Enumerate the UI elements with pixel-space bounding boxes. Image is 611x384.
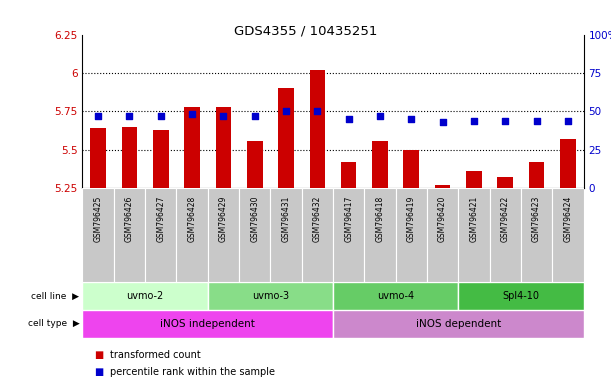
Text: percentile rank within the sample: percentile rank within the sample (110, 367, 275, 377)
Point (437, 119, 447, 125)
Point (187, 111, 197, 118)
Text: uvmo-2: uvmo-2 (126, 291, 164, 301)
Text: Spl4-10: Spl4-10 (502, 291, 540, 301)
Point (219, 113, 229, 119)
Text: GSM796430: GSM796430 (251, 196, 259, 242)
Point (500, 118, 510, 124)
Bar (270, 188, 302, 282)
Bar (529, 162, 544, 188)
Bar (489, 188, 521, 282)
Point (375, 113, 385, 119)
Point (563, 118, 573, 124)
Bar (333, 282, 458, 310)
Bar (333, 310, 584, 338)
Bar (458, 282, 584, 310)
Point (250, 113, 260, 119)
Bar (396, 188, 427, 282)
Point (125, 113, 134, 119)
Text: GSM796419: GSM796419 (407, 196, 415, 242)
Text: iNOS dependent: iNOS dependent (415, 319, 501, 329)
Bar (435, 185, 450, 188)
Text: GDS4355 / 10435251: GDS4355 / 10435251 (234, 25, 377, 38)
Text: GSM796417: GSM796417 (344, 196, 353, 242)
Bar (82, 282, 208, 310)
Point (344, 116, 354, 122)
Text: GSM796420: GSM796420 (438, 196, 447, 242)
Text: GSM796431: GSM796431 (282, 196, 290, 242)
Bar (145, 188, 177, 282)
Bar (466, 171, 481, 188)
Bar (216, 107, 231, 188)
Bar (208, 282, 333, 310)
Bar (427, 188, 458, 282)
Bar (310, 70, 325, 188)
Text: uvmo-4: uvmo-4 (377, 291, 414, 301)
Point (469, 118, 479, 124)
Text: GSM796423: GSM796423 (532, 196, 541, 242)
Point (93, 113, 103, 119)
Bar (497, 177, 513, 188)
Text: cell line  ▶: cell line ▶ (31, 291, 79, 301)
Bar (521, 188, 552, 282)
Text: cell type  ▶: cell type ▶ (27, 319, 79, 328)
Bar (208, 188, 239, 282)
Text: GSM796429: GSM796429 (219, 196, 228, 242)
Bar (185, 107, 200, 188)
Bar (560, 139, 576, 188)
Text: GSM796425: GSM796425 (93, 196, 103, 242)
Text: uvmo-3: uvmo-3 (252, 291, 289, 301)
Bar (122, 127, 137, 188)
Bar (153, 130, 169, 188)
Bar (278, 88, 294, 188)
Bar (114, 188, 145, 282)
Text: GSM796428: GSM796428 (188, 196, 197, 242)
Bar (552, 188, 584, 282)
Bar (247, 141, 263, 188)
Bar (82, 310, 333, 338)
Bar (372, 141, 388, 188)
Bar (341, 162, 356, 188)
Text: GSM796424: GSM796424 (563, 196, 573, 242)
Text: GSM796418: GSM796418 (376, 196, 384, 242)
Bar (364, 188, 396, 282)
Text: GSM796421: GSM796421 (469, 196, 478, 242)
Point (281, 108, 291, 114)
Bar (403, 150, 419, 188)
Bar (239, 188, 270, 282)
Text: GSM796432: GSM796432 (313, 196, 322, 242)
Text: iNOS independent: iNOS independent (160, 319, 255, 329)
Point (532, 118, 541, 124)
Point (406, 116, 416, 122)
Point (312, 108, 322, 114)
Text: GSM796422: GSM796422 (501, 196, 510, 242)
Bar (90, 128, 106, 188)
Point (156, 113, 166, 119)
Text: transformed count: transformed count (110, 350, 201, 360)
Text: ■: ■ (95, 367, 107, 377)
Text: GSM796426: GSM796426 (125, 196, 134, 242)
Bar (302, 188, 333, 282)
Bar (458, 188, 489, 282)
Text: GSM796427: GSM796427 (156, 196, 165, 242)
Bar (177, 188, 208, 282)
Bar (82, 188, 114, 282)
Bar (333, 188, 364, 282)
Text: ■: ■ (95, 350, 107, 360)
